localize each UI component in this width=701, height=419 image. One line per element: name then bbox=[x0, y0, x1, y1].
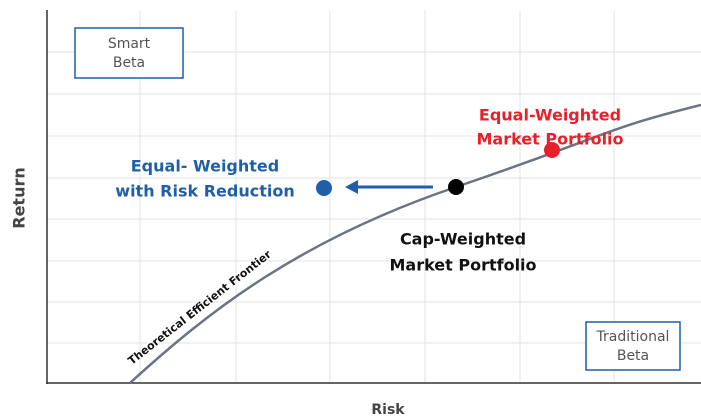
y-axis-label: Return bbox=[10, 167, 29, 229]
point bbox=[448, 179, 464, 195]
point bbox=[316, 180, 332, 196]
efficient-frontier bbox=[129, 103, 701, 384]
traditional-beta-box bbox=[585, 321, 681, 371]
point-label: Equal-Weighted bbox=[479, 106, 621, 125]
point-label: Equal- Weighted bbox=[131, 157, 279, 176]
box-text: Beta bbox=[113, 55, 145, 71]
arrow-head bbox=[345, 180, 358, 194]
box-text: Smart bbox=[108, 36, 151, 52]
point-label: with Risk Reduction bbox=[115, 182, 294, 201]
box-text: Beta bbox=[617, 348, 649, 364]
smart-beta-box bbox=[74, 27, 184, 79]
x-axis-label: Risk bbox=[371, 402, 405, 418]
point bbox=[544, 142, 560, 158]
point-label: Market Portfolio bbox=[476, 130, 623, 149]
curve-label: Theoretical Efficient Frontier bbox=[126, 247, 275, 367]
point-label: Cap-Weighted bbox=[400, 230, 526, 249]
point-label: Market Portfolio bbox=[389, 256, 536, 275]
box-text: Traditional bbox=[596, 329, 670, 345]
